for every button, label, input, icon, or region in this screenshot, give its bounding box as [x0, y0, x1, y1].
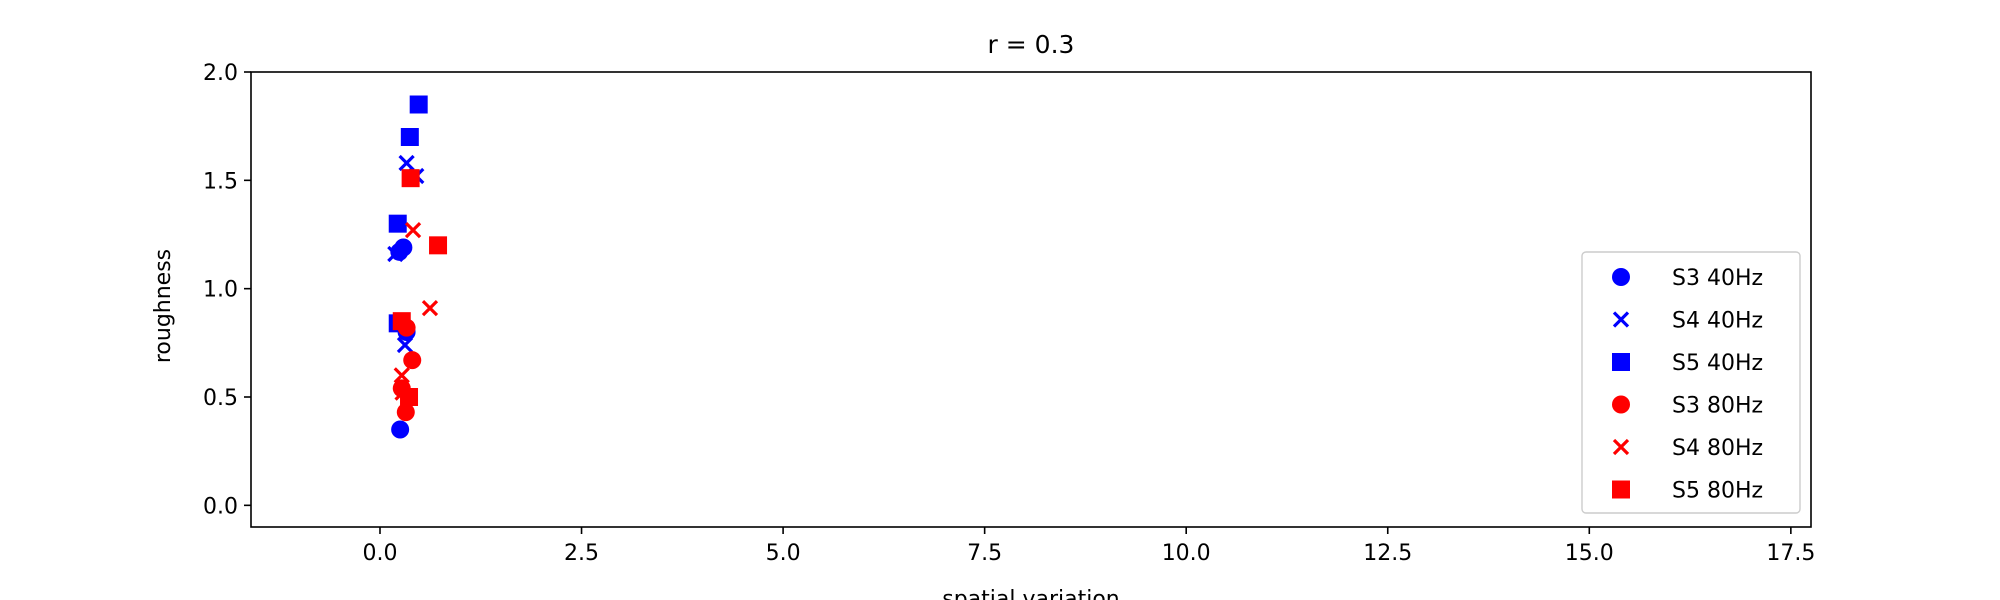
y-tick-label: 1.5	[203, 169, 238, 194]
legend-label: S3 40Hz	[1672, 266, 1763, 291]
data-point-circle	[403, 351, 422, 370]
data-point-x	[387, 245, 404, 263]
legend-marker-x	[1612, 311, 1630, 328]
data-points	[387, 95, 448, 439]
y-tick-label: 2.0	[203, 61, 238, 86]
x-axis-ticks: 0.0 2.5 5.0 7.5 10.0 12.5 15.0 17.5	[362, 527, 1815, 566]
data-point-x	[396, 336, 414, 354]
data-point-square	[429, 236, 448, 255]
x-tick-label: 5.0	[766, 541, 801, 566]
x-tick-label: 0.0	[362, 541, 397, 566]
x-tick-label: 7.5	[967, 541, 1002, 566]
y-axis-label: roughness	[151, 249, 176, 363]
data-point-square	[409, 95, 428, 114]
data-point-square	[388, 214, 407, 233]
data-point-x	[393, 367, 410, 384]
legend-label: S4 80Hz	[1672, 436, 1763, 461]
x-axis-label: spatial variation	[942, 587, 1120, 600]
y-tick-label: 0.5	[203, 386, 238, 411]
x-tick-label: 15.0	[1565, 541, 1614, 566]
chart-title: r = 0.3	[988, 30, 1075, 59]
legend-marker-circle	[1612, 268, 1630, 286]
y-axis-ticks: 0.0 0.5 1.0 1.5 2.0	[203, 61, 251, 519]
data-point-square	[392, 312, 411, 331]
data-point-x	[404, 222, 422, 239]
legend-marker-square	[1612, 353, 1630, 371]
data-point-x	[398, 154, 415, 172]
data-point-circle	[391, 420, 410, 439]
legend-label: S5 80Hz	[1672, 479, 1763, 504]
y-tick-label: 0.0	[203, 494, 238, 519]
x-tick-label: 17.5	[1766, 541, 1815, 566]
data-point-circle	[396, 403, 415, 422]
x-tick-label: 2.5	[564, 541, 599, 566]
legend: S3 40Hz S4 40Hz S5 40Hz S3 80Hz S4 80Hz S5 80…	[1581, 251, 1801, 514]
data-point-square	[401, 169, 420, 188]
legend-marker-square	[1612, 480, 1630, 499]
x-tick-label: 12.5	[1363, 541, 1412, 566]
data-point-square	[400, 388, 419, 406]
data-point-x	[421, 300, 439, 317]
y-tick-label: 1.0	[203, 278, 238, 303]
legend-label: S3 80Hz	[1672, 394, 1763, 419]
legend-label: S4 40Hz	[1672, 309, 1763, 334]
legend-marker-circle	[1612, 395, 1630, 414]
legend-marker-x	[1612, 438, 1630, 456]
legend-box	[1581, 251, 1801, 514]
x-tick-label: 10.0	[1162, 541, 1211, 566]
data-point-square	[400, 128, 419, 146]
plot-area-frame	[250, 71, 1812, 528]
legend-label: S5 40Hz	[1672, 351, 1763, 376]
